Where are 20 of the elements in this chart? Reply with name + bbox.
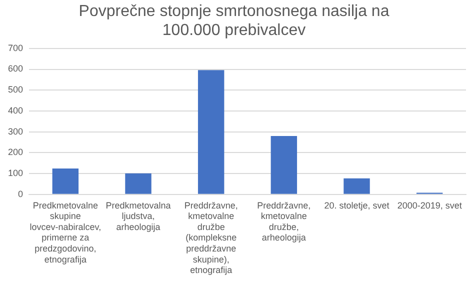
y-tick-label: 400 <box>8 105 24 116</box>
bar <box>270 136 298 194</box>
y-tick-label: 200 <box>8 147 24 158</box>
y-tick-label: 100 <box>8 168 24 178</box>
chart-title: Povprečne stopnje smrtonosnega nasilja na 100.000 prebivalcev <box>78 3 390 40</box>
y-tick-label: 500 <box>8 84 24 95</box>
x-tick-label: Predkmetovalna ljudstva, arheologija <box>106 200 171 232</box>
x-tick-label: Preddržavne, kmetovalne družbe (kompleksne preddržavne skupine), etnografija <box>184 200 238 276</box>
bar <box>198 70 224 194</box>
y-tick-label: 300 <box>8 126 24 136</box>
x-tick-label: Preddržavne, kmetovalne družbe, arheologija <box>257 200 311 243</box>
x-tick-label: Predkmetovalne skupine lovcev-nabiralcev, primerne za predzgodovino, etnografija <box>30 200 102 264</box>
y-tick-label: 0 <box>18 188 24 199</box>
y-tick-label: 700 <box>8 42 24 53</box>
x-tick-label: 2000-2019, svet <box>397 200 462 210</box>
y-tick-label: 600 <box>8 64 24 74</box>
bar <box>344 178 370 194</box>
bar <box>52 168 79 194</box>
bar <box>125 173 152 194</box>
x-tick-label: 20. stoletje, svet <box>324 200 390 210</box>
